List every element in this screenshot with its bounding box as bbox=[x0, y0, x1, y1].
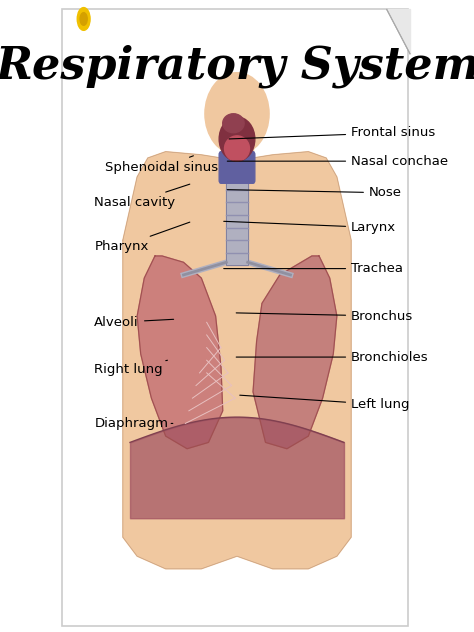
Ellipse shape bbox=[205, 73, 269, 155]
Circle shape bbox=[80, 13, 87, 25]
Text: Nasal cavity: Nasal cavity bbox=[94, 184, 190, 209]
Text: Trachea: Trachea bbox=[224, 262, 403, 275]
Text: Frontal sinus: Frontal sinus bbox=[229, 126, 435, 139]
Polygon shape bbox=[137, 256, 223, 449]
Polygon shape bbox=[226, 177, 248, 265]
Polygon shape bbox=[123, 152, 351, 569]
Text: Nasal conchae: Nasal conchae bbox=[228, 155, 448, 167]
Text: Right lung: Right lung bbox=[94, 360, 167, 376]
Text: Alveoli: Alveoli bbox=[94, 316, 173, 329]
Text: Nose: Nose bbox=[228, 186, 402, 199]
Text: Diaphragm: Diaphragm bbox=[94, 417, 173, 430]
Ellipse shape bbox=[219, 117, 255, 161]
Polygon shape bbox=[253, 256, 337, 449]
Text: Bronchioles: Bronchioles bbox=[236, 351, 429, 363]
FancyBboxPatch shape bbox=[221, 123, 253, 164]
Text: Respiratory System: Respiratory System bbox=[0, 45, 474, 88]
Text: Left lung: Left lung bbox=[240, 395, 410, 411]
Ellipse shape bbox=[225, 136, 249, 161]
Text: Sphenoidal sinus: Sphenoidal sinus bbox=[105, 156, 218, 174]
Circle shape bbox=[77, 8, 90, 30]
Text: Larynx: Larynx bbox=[224, 221, 396, 234]
Text: Pharynx: Pharynx bbox=[94, 222, 190, 253]
Polygon shape bbox=[387, 9, 410, 54]
Ellipse shape bbox=[223, 114, 244, 133]
FancyBboxPatch shape bbox=[62, 9, 408, 626]
Text: Bronchus: Bronchus bbox=[236, 310, 413, 322]
FancyBboxPatch shape bbox=[219, 152, 255, 183]
